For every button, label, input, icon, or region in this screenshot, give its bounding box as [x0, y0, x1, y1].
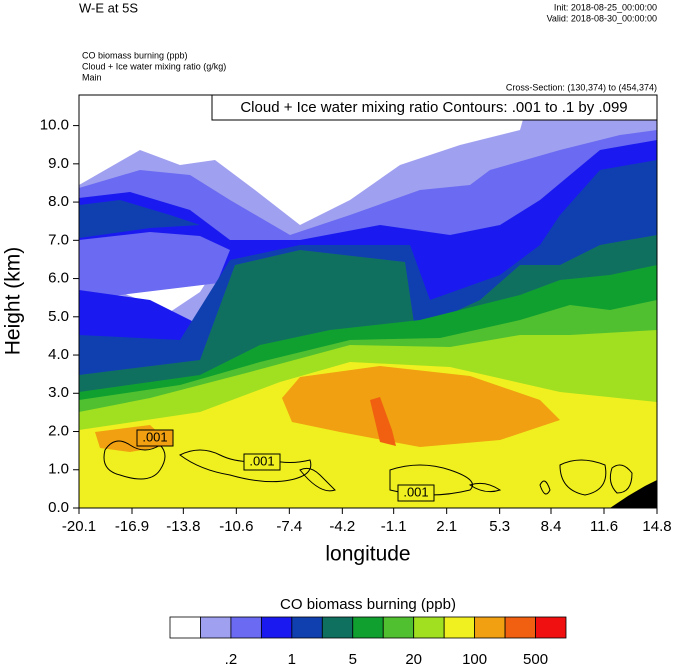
x-tick-label: -13.8 [166, 518, 200, 535]
colorbar-swatch [291, 616, 323, 639]
cross-section: Cross-Section: (130,374) to (454,374) [506, 82, 657, 92]
colorbar-label: 100 [462, 651, 487, 667]
colorbar-label: 20 [405, 651, 422, 667]
x-tick-label: -1.1 [381, 518, 407, 535]
colorbar-title: CO biomass burning (ppb) [280, 596, 456, 613]
x-tick-label: -16.9 [115, 518, 149, 535]
contour-info-box [211, 94, 658, 121]
contour-label: .001 [403, 484, 428, 499]
field-name: Main [82, 72, 102, 82]
colorbar-label: 500 [523, 651, 548, 667]
colorbar-swatch [169, 616, 201, 639]
colorbar-swatch [230, 616, 262, 639]
colorbar-swatch [321, 616, 354, 639]
x-tick-label: -4.2 [329, 518, 355, 535]
colorbar-swatch [443, 616, 476, 639]
field-name: Cloud + Ice water mixing ratio (g/kg) [82, 61, 226, 71]
colorbar-swatch [352, 616, 384, 639]
contour-field: .001 .001 .001 [79, 95, 657, 508]
colorbar-label: 1 [288, 651, 296, 667]
contour-label: .001 [142, 429, 167, 444]
colorbar-swatch [474, 616, 506, 639]
x-axis-title: longitude [325, 543, 410, 566]
colorbar-swatch [382, 616, 415, 639]
field-name: CO biomass burning (ppb) [82, 50, 188, 60]
y-tick-label: 7.0 [48, 231, 69, 248]
contour-label: .001 [249, 453, 274, 468]
x-tick-label: -20.1 [62, 518, 96, 535]
init-time: Init: 2018-08-25_00:00:00 [554, 2, 657, 12]
y-tick-label: 4.0 [48, 346, 69, 363]
colorbar-swatch [535, 616, 567, 639]
x-tick-label: 2.1 [436, 518, 457, 535]
y-tick-label: 2.0 [48, 422, 69, 439]
x-tick-label: -10.6 [219, 518, 253, 535]
colorbar-swatch [504, 616, 536, 639]
y-axis-title: Height (km) [2, 247, 25, 356]
chart-title: W-E at 5S [79, 0, 138, 15]
y-tick-label: 3.0 [48, 384, 69, 401]
x-tick-label: 5.3 [489, 518, 510, 535]
valid-time: Valid: 2018-08-30_00:00:00 [547, 13, 657, 23]
y-tick-label: 5.0 [48, 308, 69, 325]
x-tick-label: 14.8 [642, 518, 671, 535]
y-tick-label: 10.0 [40, 117, 69, 134]
y-tick-label: 6.0 [48, 270, 69, 287]
x-tick-label: 8.4 [541, 518, 562, 535]
y-tick-label: 0.0 [48, 499, 69, 516]
colorbar-swatch [260, 616, 293, 639]
x-tick-label: -7.4 [276, 518, 302, 535]
colorbar-label: 5 [349, 651, 357, 667]
colorbar-label: .2 [225, 651, 238, 667]
colorbar-swatch [413, 616, 445, 639]
y-tick-label: 8.0 [48, 193, 69, 210]
colorbar-swatch [200, 616, 232, 639]
contour-info: Cloud + Ice water mixing ratio Contours:… [240, 99, 627, 116]
y-tick-label: 1.0 [48, 461, 69, 478]
y-tick-label: 9.0 [48, 155, 69, 172]
plot-frame [78, 94, 658, 509]
x-tick-label: 11.6 [590, 518, 618, 535]
